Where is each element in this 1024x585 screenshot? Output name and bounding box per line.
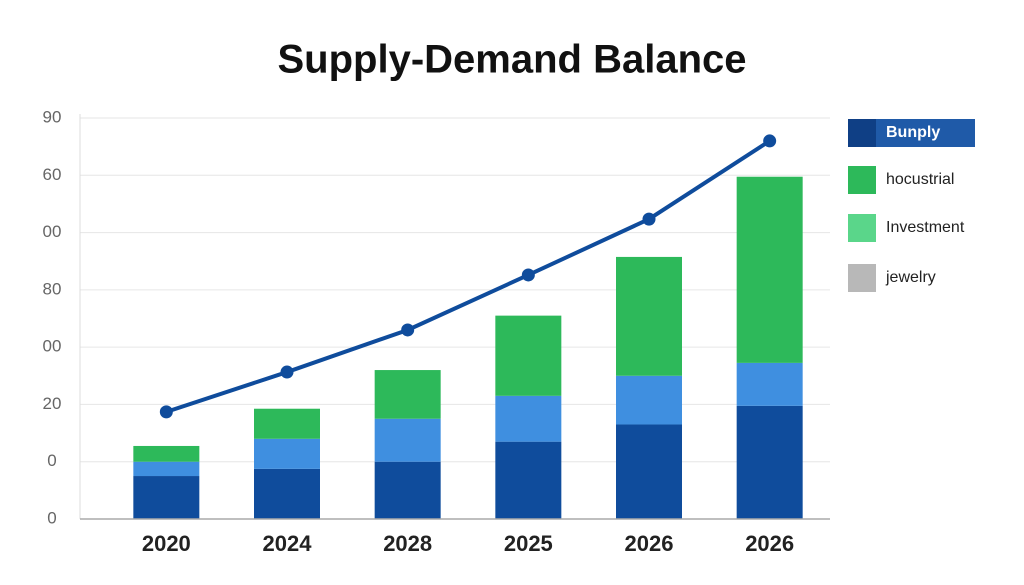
x-tick-label: 2026 (745, 531, 794, 556)
bar-segment (374, 418, 441, 462)
legend-label: jewelry (885, 269, 936, 286)
bar-segment (254, 468, 320, 519)
x-tick-label: 2028 (383, 531, 432, 556)
y-tick-label: 00 (43, 337, 62, 356)
bar-segment (616, 375, 682, 425)
bar-segment (736, 176, 803, 363)
bar-segment (374, 370, 441, 419)
bar-segment (495, 315, 562, 396)
bar-segment (495, 395, 562, 442)
bar-segment (374, 461, 441, 519)
x-tick-label: 2024 (263, 531, 313, 556)
line-marker (763, 134, 777, 148)
bar-segment (133, 445, 200, 462)
line-marker (159, 405, 173, 419)
chart-title: Supply-Demand Balance (277, 38, 746, 82)
legend-label: hocustrial (886, 171, 954, 188)
line-series (165, 139, 771, 414)
y-tick-label: 0 (47, 451, 56, 470)
line-marker (401, 323, 415, 337)
y-tick-label: 0 (47, 508, 56, 527)
legend-swatch (848, 214, 876, 242)
line-marker (521, 268, 535, 282)
legend-label: Investment (886, 219, 965, 236)
y-tick-label: 90 (43, 107, 62, 126)
legend-label: Bunply (886, 124, 940, 141)
x-tick-label: 2026 (625, 531, 674, 556)
legend-swatch (848, 264, 876, 292)
bar-segment (133, 461, 200, 477)
bar-segment (254, 408, 320, 439)
bar-segment (133, 476, 200, 519)
line-marker (642, 212, 656, 226)
bar-segment (254, 438, 320, 469)
bar-segment (736, 362, 803, 406)
legend-swatch-dark (848, 119, 876, 147)
legend-swatch (848, 166, 876, 194)
bar-segment (616, 424, 682, 519)
bar-segment (616, 256, 682, 376)
x-tick-label: 2020 (142, 531, 191, 556)
y-tick-label: 80 (43, 279, 62, 298)
x-tick-label: 2025 (504, 531, 553, 556)
bar-segment (736, 405, 803, 519)
y-tick-label: 00 (43, 222, 62, 241)
y-tick-label: 20 (43, 394, 62, 413)
bar-segment (495, 441, 562, 519)
line-marker (280, 365, 294, 379)
y-tick-label: 60 (43, 165, 62, 184)
